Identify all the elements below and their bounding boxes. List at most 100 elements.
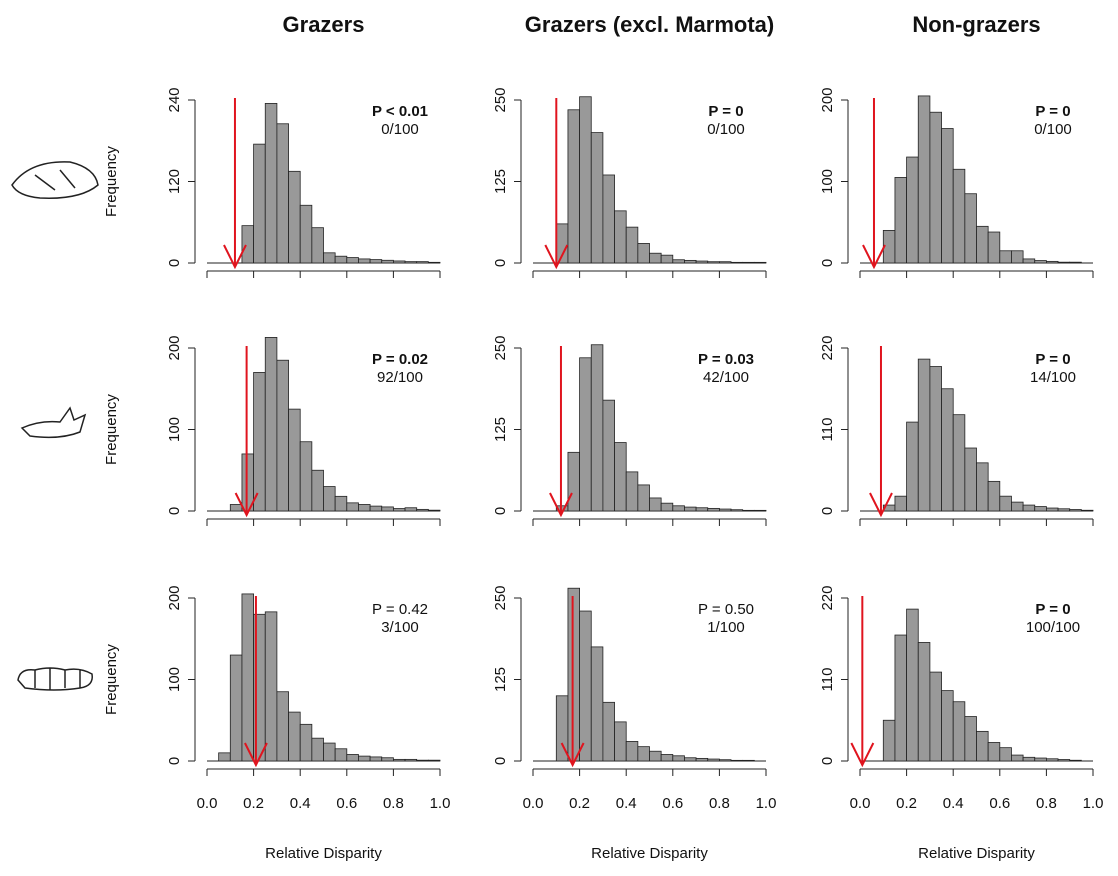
histogram-bar (742, 759, 755, 762)
fraction: 14/100 (1030, 369, 1076, 386)
x-tick-label: 0.4 (290, 795, 311, 812)
histogram-bar (952, 168, 966, 264)
histogram-bar (707, 261, 720, 264)
y-tick-label: 0 (492, 757, 509, 765)
x-tick-label: 0.8 (383, 795, 404, 812)
histogram-bar (590, 344, 604, 512)
skull-icon (11, 161, 99, 199)
histogram-bar (753, 261, 767, 264)
histogram-bar (1069, 261, 1082, 264)
histogram-bar (1069, 509, 1082, 512)
mandible-icon (20, 406, 87, 439)
histogram-bar (987, 480, 1001, 512)
fraction: 3/100 (381, 619, 419, 636)
y-axis-label: Frequency (103, 644, 120, 715)
histogram-bar (311, 227, 324, 264)
x-axis-label: Relative Disparity (591, 845, 708, 862)
histogram-bar (381, 506, 394, 512)
histogram-bar (241, 225, 254, 264)
y-tick-label: 220 (819, 335, 836, 360)
histogram-bar (381, 757, 394, 762)
histogram-bar (1022, 258, 1036, 264)
arrow-head (244, 742, 268, 768)
y-tick-label: 0 (166, 259, 183, 267)
x-tick-label: 0.2 (896, 795, 917, 812)
histogram-bar (684, 259, 697, 264)
histogram-bar (1057, 759, 1071, 762)
histogram-bar (276, 123, 289, 264)
fraction: 1/100 (707, 619, 745, 636)
histogram-bar (567, 451, 581, 512)
x-tick-label: 0.0 (523, 795, 544, 812)
arrow-head (234, 492, 259, 518)
histogram-bar (264, 337, 278, 512)
y-tick-label: 120 (166, 169, 183, 194)
histogram-bar (882, 719, 896, 762)
histogram-bar (1046, 260, 1059, 264)
y-tick-label: 0 (819, 507, 836, 515)
histogram-bar (1080, 509, 1094, 512)
histogram-bar (999, 250, 1012, 264)
histogram-bar (719, 261, 732, 264)
observed-arrow (560, 596, 585, 768)
histogram-bar (695, 507, 709, 512)
histogram-bar (358, 755, 371, 762)
y-tick-label: 125 (492, 417, 509, 442)
histogram-bar (730, 261, 744, 264)
histogram-bar (753, 509, 767, 512)
x-tick-label: 0.6 (662, 795, 683, 812)
y-tick-label: 0 (166, 757, 183, 765)
histogram-bar (719, 759, 732, 762)
p-value: P = 0 (1035, 601, 1070, 618)
x-tick-label: 0.0 (197, 795, 218, 812)
histogram-bar (579, 610, 592, 762)
histogram-bar (952, 414, 966, 512)
histogram-bar (264, 102, 278, 264)
histogram-bar (579, 357, 592, 512)
histogram-bar (602, 701, 615, 762)
x-tick-label: 0.0 (850, 795, 871, 812)
fraction: 100/100 (1026, 619, 1080, 636)
histogram-bar (311, 469, 324, 512)
histogram-bar (649, 252, 662, 264)
histogram-bar (567, 587, 581, 762)
y-tick-label: 0 (492, 507, 509, 515)
y-tick-label: 0 (166, 507, 183, 515)
histogram-bar (660, 254, 674, 264)
histogram-bar (416, 508, 429, 512)
column-title: Grazers (excl. Marmota) (525, 12, 774, 37)
histogram-bar (1046, 507, 1059, 512)
histogram-bar (334, 255, 348, 264)
histogram-bar (229, 654, 243, 762)
histogram-bar (941, 388, 954, 512)
histogram-bar (660, 754, 674, 762)
histogram-bar (1057, 261, 1071, 264)
fraction: 0/100 (707, 121, 745, 138)
histogram-bar (987, 742, 1001, 762)
arrow-head (869, 492, 893, 518)
histogram-bar (404, 261, 418, 264)
histogram-bar (602, 174, 615, 264)
histogram-bar (276, 691, 289, 762)
fraction: 0/100 (1034, 121, 1072, 138)
histogram-bar (416, 759, 429, 762)
histogram-bar (358, 504, 371, 512)
x-tick-label: 1.0 (1083, 795, 1104, 812)
x-tick-label: 0.4 (943, 795, 964, 812)
histogram-bar (719, 508, 732, 512)
histogram-bar (288, 408, 301, 512)
histogram-bar (427, 261, 441, 264)
y-tick-label: 250 (492, 335, 509, 360)
histogram-bar (346, 257, 359, 264)
histogram-bar (299, 204, 313, 264)
y-tick-label: 220 (819, 585, 836, 610)
y-tick-label: 200 (166, 335, 183, 360)
histogram-bar (999, 747, 1012, 762)
histogram-bar (1034, 260, 1047, 264)
x-tick-label: 0.8 (709, 795, 730, 812)
p-value: P = 0 (1035, 351, 1070, 368)
histogram-bar (976, 730, 989, 762)
icons (11, 161, 99, 691)
p-value: P < 0.01 (372, 103, 428, 120)
histogram-bar (311, 737, 324, 762)
